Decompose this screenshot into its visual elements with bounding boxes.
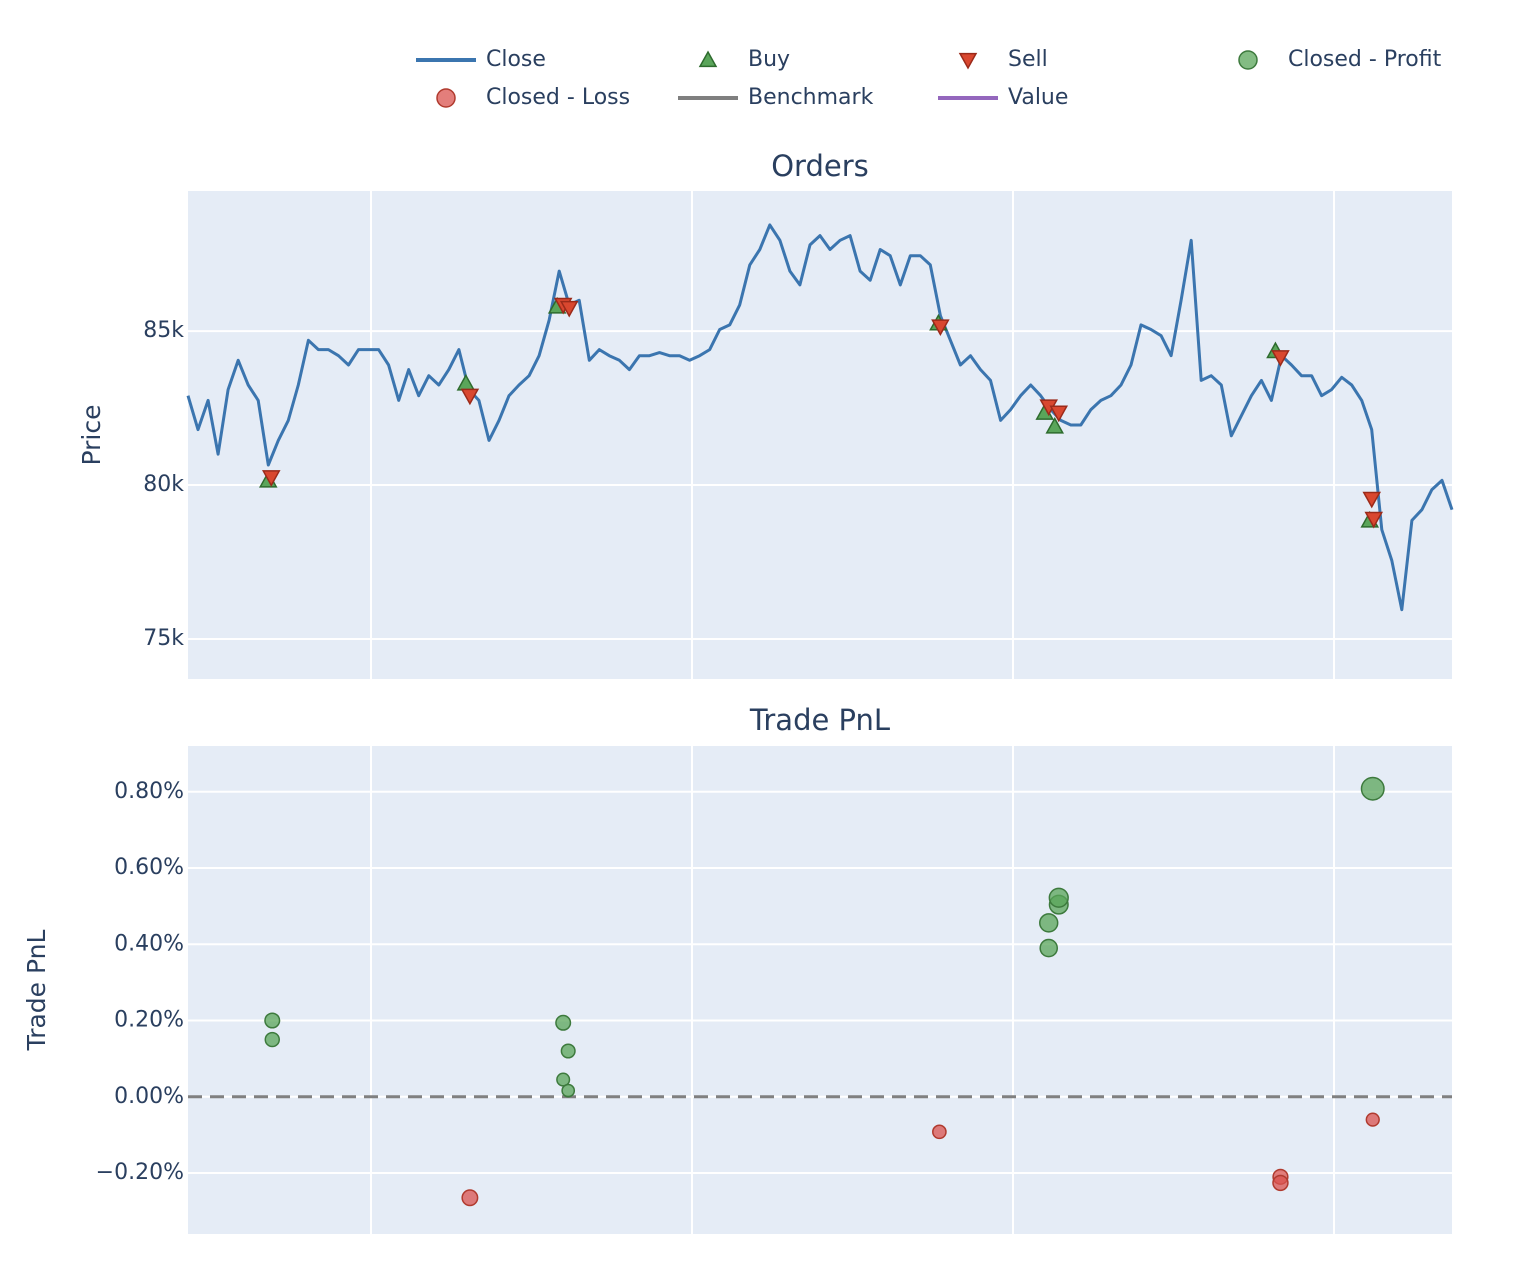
sell-marker [1049, 405, 1069, 423]
legend-label: Buy [748, 47, 790, 72]
legend-label: Closed - Profit [1288, 47, 1442, 72]
y-tick-label: 75k [143, 626, 184, 651]
y-tick-label: 80k [143, 472, 184, 497]
sell-marker [460, 388, 480, 406]
legend-item: Benchmark [678, 85, 874, 110]
legend-item: Closed - Profit [1238, 47, 1442, 72]
y-tick-label: 0.20% [114, 1008, 184, 1033]
pnl-marker [264, 1031, 280, 1048]
legend-item: Buy [698, 47, 790, 72]
legend-label: Close [486, 47, 546, 72]
sell-marker [261, 470, 281, 487]
subplot-title: Orders [771, 149, 869, 183]
pnl-marker [1048, 887, 1069, 908]
legend-swatch [1238, 50, 1258, 70]
price-line [186, 223, 1454, 612]
y-axis-title: Price [77, 405, 106, 466]
pnl-marker [556, 1072, 571, 1087]
legend-label: Closed - Loss [486, 85, 630, 110]
x-grid [370, 191, 1335, 1234]
sell-marker [1364, 511, 1384, 529]
pnl-marker [1272, 1174, 1289, 1192]
subplot-title: Trade PnL [749, 703, 890, 737]
legend-swatch [436, 88, 456, 108]
pnl-marker [1365, 1112, 1380, 1127]
legend-item: Closed - Loss [436, 85, 630, 110]
pnl-marker [555, 1014, 572, 1031]
sell-marker [1362, 491, 1382, 509]
y-tick-label: 0.60% [114, 855, 184, 880]
pnl-marker [932, 1124, 947, 1140]
legend-label: Sell [1008, 47, 1048, 72]
y-tick-label: 0.80% [114, 779, 184, 804]
y-axis-title: Trade PnL [22, 930, 51, 1052]
y-tick-label: 0.00% [114, 1084, 184, 1109]
y-tick-label: −0.20% [96, 1160, 184, 1185]
y-tick-label: 85k [143, 318, 184, 343]
sell-marker [1271, 350, 1290, 367]
pnl-marker [461, 1189, 479, 1207]
pnl-marker [264, 1012, 281, 1029]
legend-item: Close [416, 47, 546, 72]
pnl-marker [561, 1083, 576, 1098]
legend-item: Sell [958, 47, 1048, 72]
legend-swatch [698, 50, 718, 68]
plot-bg [188, 746, 1452, 1234]
y-tick-label: 0.40% [114, 931, 184, 956]
sell-marker [559, 300, 579, 318]
pnl-marker [560, 1043, 576, 1059]
legend-item: Value [938, 85, 1068, 110]
legend-label: Value [1008, 85, 1068, 110]
legend-label: Benchmark [748, 85, 874, 110]
pnl-marker [1039, 913, 1059, 933]
plot-bg [188, 191, 1452, 679]
legend-swatch [958, 52, 978, 70]
pnl-marker [1039, 938, 1059, 958]
pnl-marker [1360, 776, 1385, 801]
buy-marker [1045, 416, 1065, 434]
sell-marker [931, 319, 950, 337]
